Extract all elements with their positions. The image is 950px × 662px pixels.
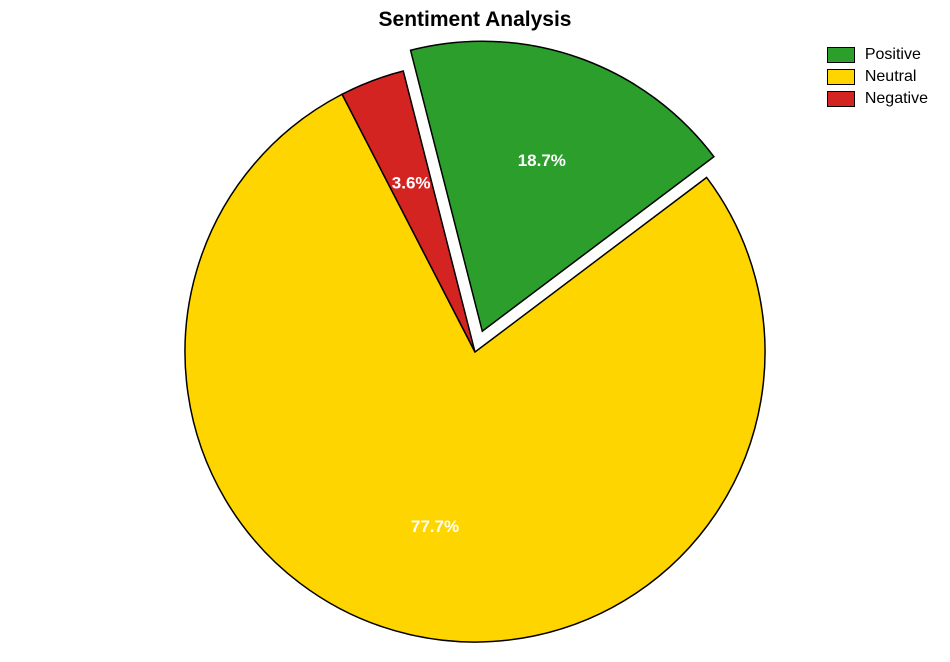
pie-chart: 77.7% 3.6% 18.7% [0,0,950,662]
legend-swatch-positive [827,47,855,63]
pie-slice-label-positive: 18.7% [518,151,566,170]
legend-swatch-neutral [827,69,855,85]
legend-item-positive: Positive [827,46,928,64]
chart-container: Sentiment Analysis 77.7%3.6%18.7% Positi… [0,0,950,662]
legend: Positive Neutral Negative [827,46,928,112]
pie-slice-label-neutral: 77.7% [411,517,459,536]
pie-slice-label-negative: 3.6% [392,173,431,192]
legend-label-positive: Positive [865,46,921,64]
legend-item-negative: Negative [827,90,928,108]
legend-label-neutral: Neutral [865,68,917,86]
legend-item-neutral: Neutral [827,68,928,86]
legend-swatch-negative [827,91,855,107]
legend-label-negative: Negative [865,90,928,108]
